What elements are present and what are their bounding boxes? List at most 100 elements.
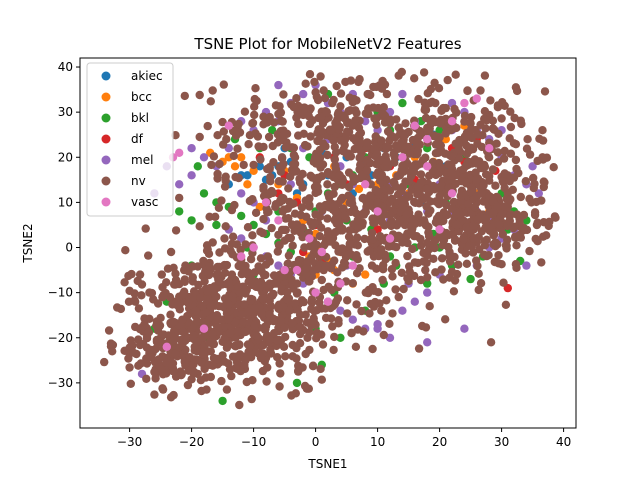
point-nv: [221, 176, 230, 185]
point-nv: [300, 243, 309, 252]
point-nv: [368, 283, 377, 292]
x-tick-label: −10: [241, 435, 266, 449]
point-nv: [104, 326, 114, 335]
point-nv: [230, 318, 240, 327]
point-nv: [312, 240, 321, 249]
point-nv: [525, 246, 534, 256]
point-nv: [319, 86, 328, 95]
point-nv: [400, 131, 410, 140]
point-nv: [176, 335, 186, 345]
point-nv: [405, 262, 414, 271]
point-nv: [336, 102, 345, 111]
point-nv: [222, 343, 232, 352]
point-bcc: [237, 153, 246, 162]
point-mel: [199, 153, 209, 162]
point-nv: [331, 228, 340, 237]
point-nv: [377, 306, 386, 315]
point-nv: [313, 182, 322, 192]
point-nv: [108, 340, 118, 350]
point-nv: [308, 316, 318, 325]
point-nv: [493, 101, 503, 110]
point-nv: [273, 247, 282, 256]
legend-marker-df: [101, 134, 111, 144]
point-nv: [147, 288, 157, 298]
point-nv: [444, 242, 453, 252]
point-nv: [401, 119, 410, 128]
point-nv: [278, 117, 287, 126]
point-nv: [224, 315, 233, 324]
point-nv: [426, 117, 436, 127]
point-nv: [255, 283, 264, 292]
point-nv: [511, 260, 521, 269]
point-nv: [550, 212, 560, 221]
point-nv: [124, 354, 133, 363]
point-nv: [338, 180, 347, 189]
point-bcc: [243, 180, 252, 189]
point-nv: [203, 287, 212, 296]
point-vasc: [311, 288, 320, 297]
point-vasc: [373, 207, 382, 216]
point-nv: [400, 195, 410, 204]
point-bkl: [175, 207, 184, 216]
point-nv: [353, 325, 362, 334]
point-nv: [133, 276, 142, 286]
point-nv: [334, 319, 343, 328]
point-vasc: [274, 216, 283, 225]
point-nv: [214, 203, 224, 212]
point-nv: [344, 182, 354, 192]
point-nv: [166, 310, 175, 319]
point-nv: [286, 233, 295, 243]
point-nv: [512, 232, 521, 241]
point-nv: [219, 127, 228, 136]
point-bcc: [249, 166, 258, 175]
point-nv: [368, 344, 377, 354]
point-nv: [334, 108, 343, 117]
point-nv: [339, 204, 348, 213]
point-nv: [450, 235, 460, 244]
point-nv: [248, 376, 257, 385]
point-nv: [473, 233, 482, 243]
point-nv: [265, 335, 274, 344]
point-nv: [367, 228, 377, 238]
point-nv: [537, 258, 546, 267]
point-nv: [234, 173, 243, 183]
y-axis-ticks: −30 −20 −10 0 10 20 30 40: [48, 60, 80, 390]
point-nv: [390, 133, 400, 142]
point-nv: [316, 364, 325, 374]
point-nv: [423, 238, 432, 248]
point-nv: [397, 165, 406, 175]
point-nv: [241, 327, 250, 337]
legend-label-nv: nv: [131, 174, 146, 188]
point-nv: [519, 210, 529, 220]
point-nv: [244, 140, 253, 149]
point-nv: [295, 329, 305, 339]
point-nv: [359, 210, 369, 219]
point-nv: [158, 385, 168, 394]
point-nv: [178, 327, 188, 337]
point-nv: [512, 241, 521, 250]
point-vasc: [472, 94, 481, 103]
point-nv: [302, 384, 312, 393]
point-nv: [424, 232, 434, 241]
point-bkl: [423, 279, 432, 288]
point-vasc: [423, 135, 432, 144]
point-nv: [195, 90, 204, 100]
point-nv: [100, 357, 109, 367]
point-vasc: [280, 265, 289, 275]
point-nv: [140, 314, 149, 323]
point-nv: [250, 110, 259, 120]
point-nv: [454, 260, 463, 269]
point-nv: [413, 138, 423, 147]
point-nv: [235, 128, 245, 137]
point-nv: [201, 308, 211, 317]
point-nv: [301, 79, 310, 88]
point-nv: [150, 390, 159, 399]
point-nv: [451, 179, 460, 189]
point-nv: [318, 139, 328, 148]
point-nv: [343, 296, 352, 305]
point-nv: [228, 250, 237, 259]
point-nv: [235, 260, 245, 270]
y-tick-label: −30: [48, 376, 73, 390]
x-tick-label: 10: [370, 435, 385, 449]
legend-label-akiec: akiec: [131, 69, 163, 83]
